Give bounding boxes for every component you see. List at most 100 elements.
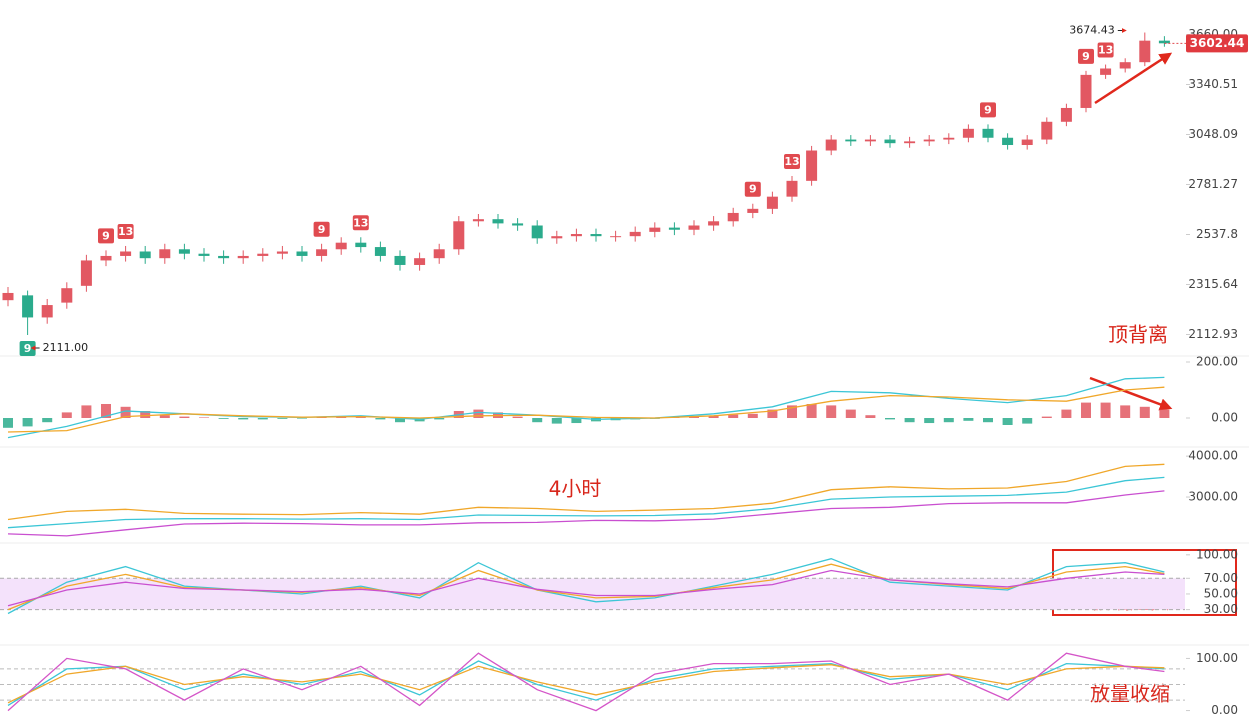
candle-body (923, 139, 935, 142)
macd-bar (512, 416, 523, 418)
macd-bar (434, 418, 445, 420)
candle-body (394, 255, 406, 265)
candle-body (786, 180, 798, 197)
candle-body (472, 219, 484, 222)
indicator-line (7, 476, 1165, 529)
macd-bar (1081, 402, 1091, 418)
macd-bar (355, 417, 366, 418)
candle-body (1080, 74, 1092, 108)
candle-body (120, 251, 132, 256)
candle-body (1060, 107, 1072, 122)
td-marker (117, 223, 134, 239)
y-tick-label: 2315.64 (1188, 277, 1238, 291)
y-tick-label: 2537.8 (1196, 227, 1238, 241)
candle-body (747, 208, 759, 213)
annotation: 顶背离 (1108, 323, 1168, 347)
y-tick-label: 2781.27 (1188, 177, 1238, 191)
td-marker (1097, 42, 1114, 58)
macd-bar (395, 418, 405, 423)
candle-body (688, 225, 700, 230)
candle-body (453, 221, 465, 250)
candle-body (904, 141, 916, 144)
candle-body (1158, 40, 1170, 44)
indicator-line (7, 652, 1165, 712)
macd-bar (885, 418, 895, 420)
candle-body (1139, 40, 1151, 63)
y-tick-label: 30.00 (1204, 602, 1238, 616)
candle-body (276, 251, 288, 254)
candle-body (982, 128, 994, 138)
td-marker (980, 102, 996, 118)
macd-bar (728, 414, 739, 418)
macd-bar (42, 418, 53, 423)
trend-arrow (1094, 52, 1173, 105)
candle-body (570, 234, 582, 237)
macd-bar (1120, 405, 1131, 418)
macd-bar (101, 404, 111, 418)
candle-body (100, 255, 112, 261)
candle-body (198, 253, 210, 256)
candle-body (414, 258, 426, 265)
candle-body (512, 223, 524, 226)
trend-arrow (1089, 376, 1173, 411)
candle-body (2, 292, 14, 301)
macd-bar (943, 418, 954, 423)
macd-bar (826, 405, 837, 418)
candle-body (962, 128, 974, 138)
macd-bar (218, 418, 229, 419)
macd-bar (120, 406, 131, 418)
max-label: 3674.43 (1069, 24, 1115, 37)
macd-bar (532, 418, 543, 423)
td-marker (313, 221, 330, 237)
candle-body (884, 139, 896, 144)
td-label: 9 (749, 183, 757, 196)
macd-bar (963, 418, 974, 421)
candle-body (433, 249, 445, 259)
macd-bar (473, 409, 484, 418)
td-label: 13 (784, 155, 799, 168)
macd-bar (1100, 402, 1111, 418)
macd-bar (297, 418, 307, 419)
candle-body (218, 255, 230, 259)
candle-body (237, 255, 249, 259)
td-label: 13 (1098, 44, 1113, 57)
macd-bar (199, 417, 209, 418)
candle-body (1100, 68, 1112, 75)
candle-body (139, 251, 151, 259)
annotation: 放量收缩 (1090, 682, 1170, 706)
macd-bar (140, 411, 151, 418)
macd-bar (1002, 418, 1013, 425)
candle-body (159, 249, 171, 259)
candle-body (41, 305, 53, 318)
candle-body (80, 260, 92, 286)
y-tick-label: 70.00 (1204, 571, 1238, 585)
macd-bar (551, 418, 562, 424)
macd-bar (1139, 406, 1150, 418)
macd-bar (3, 418, 13, 428)
indicator-line (7, 558, 1165, 615)
macd-bar (1061, 409, 1072, 418)
price-tag (1186, 34, 1248, 53)
td-marker (784, 153, 800, 169)
td-label: 9 (318, 223, 326, 236)
macd-bar (1159, 409, 1170, 418)
macd-bar (787, 405, 797, 418)
candle-body (629, 231, 641, 237)
macd-bar (904, 418, 915, 423)
candle-body (531, 225, 543, 239)
band (0, 578, 1185, 610)
candle-body (845, 139, 857, 142)
y-tick-label: 50.00 (1204, 586, 1238, 600)
candle-body (864, 139, 876, 142)
candle-body (355, 242, 367, 248)
indicator-line (7, 664, 1165, 704)
macd-bar (257, 418, 268, 420)
td-marker (1078, 48, 1094, 64)
candle-body (943, 137, 955, 140)
candle-body (806, 150, 818, 181)
candle-body (1041, 121, 1053, 140)
y-tick-label: 3340.51 (1188, 77, 1238, 91)
y-tick-label: 4000.00 (1188, 449, 1238, 463)
indicator-line (7, 490, 1165, 537)
annotation: 4小时 (549, 477, 602, 501)
